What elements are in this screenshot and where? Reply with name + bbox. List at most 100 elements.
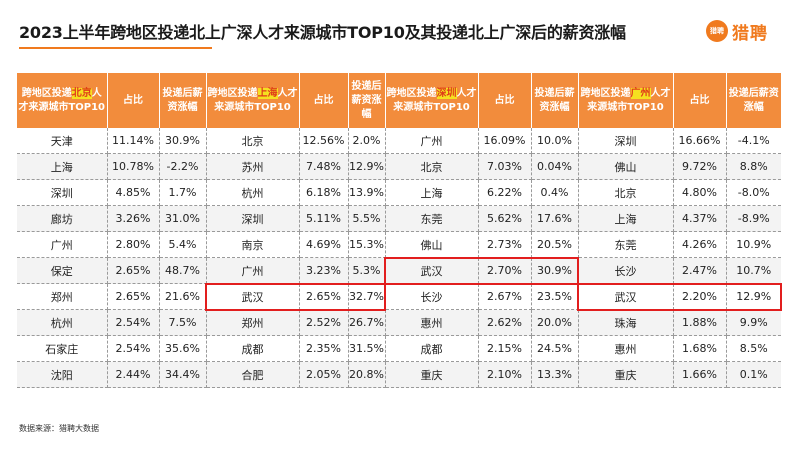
cell-raise: 30.9% [159,128,207,154]
highlight-box [384,256,579,285]
cell-share: 2.54% [107,309,160,336]
cell-share: 12.56% [299,128,349,154]
cell-share: 2.52% [299,309,349,336]
header-suffix: 人才来源城市TOP10 [393,87,477,113]
header-share-0: 占比 [107,73,160,128]
cell-raise: -4.1% [726,128,781,154]
header-suffix: 人才来源城市TOP10 [18,87,106,113]
cell-share: 10.78% [107,153,160,180]
table-row: 广州 2.80% 5.4% 南京 4.69% 15.3% 佛山 2.73% 20.5% 东莞 4.2… [17,231,781,258]
cell-share: 2.35% [299,335,349,362]
cell-raise: 10.9% [726,231,781,258]
header-prefix: 跨地区投递 [207,87,258,99]
table-row: 廊坊 3.26% 31.0% 深圳 5.11% 5.5% 东莞 5.62% 17.6% 上海 4.3… [17,205,781,232]
cell-source-city: 深圳 [17,179,108,206]
cell-share: 5.11% [299,205,349,232]
cell-share: 7.48% [299,153,349,180]
cell-share: 3.26% [107,205,160,232]
cell-raise: 26.7% [348,309,386,336]
cell-raise: 24.5% [531,335,579,362]
data-source: 数据来源：猎聘大数据 [19,424,99,433]
header-target-city: 深圳 [436,87,457,99]
page-title: 2023上半年跨地区投递北上广深人才来源城市TOP10及其投递北上广深后的薪资涨… [19,23,626,42]
cell-raise: 0.4% [531,179,579,206]
header-prefix: 跨地区投递 [21,87,72,99]
cell-source-city: 长沙 [578,257,674,284]
cell-raise: 35.6% [159,335,207,362]
cell-source-city: 东莞 [578,231,674,258]
cell-share: 2.62% [478,309,532,336]
cell-share: 1.88% [673,309,727,336]
cell-raise: 48.7% [159,257,207,284]
cell-source-city: 重庆 [385,361,479,388]
header-share-1: 占比 [299,73,349,128]
cell-share: 16.66% [673,128,727,154]
cell-share: 2.67% [478,283,532,310]
cell-raise: 23.5% [531,283,579,310]
cell-share: 2.10% [478,361,532,388]
cell-raise: 8.8% [726,153,781,180]
header-raise-2: 投递后薪资涨幅 [531,73,579,128]
liepin-logo-text: 猎聘 [732,23,768,44]
cell-source-city: 惠州 [385,309,479,336]
cell-source-city: 东莞 [385,205,479,232]
header-suffix: 人才来源城市TOP10 [214,87,298,113]
header-source-city-0: 跨地区投递北京人才来源城市TOP10 [17,73,108,128]
cell-raise: 20.5% [531,231,579,258]
cell-share: 4.85% [107,179,160,206]
cell-source-city: 天津 [17,128,108,154]
cell-share: 2.15% [478,335,532,362]
header-raise-0: 投递后薪资涨幅 [159,73,207,128]
table-row: 保定 2.65% 48.7% 广州 3.23% 5.3% 武汉 2.70% 30.9% 长沙 2.4… [17,257,781,284]
liepin-logo: 猎聘 猎聘 [706,18,768,44]
cell-raise: 5.5% [348,205,386,232]
cell-share: 2.20% [673,283,727,310]
cell-source-city: 郑州 [17,283,108,310]
cell-raise: 8.5% [726,335,781,362]
header-share-2: 占比 [478,73,532,128]
cell-source-city: 深圳 [206,205,300,232]
cell-source-city: 成都 [206,335,300,362]
cell-source-city: 武汉 [385,257,479,284]
cell-share: 2.70% [478,257,532,284]
header-prefix: 跨地区投递 [386,87,437,99]
cell-raise: 20.0% [531,309,579,336]
cell-raise: 20.8% [348,361,386,388]
cell-raise: 31.5% [348,335,386,362]
cell-raise: 13.3% [531,361,579,388]
header-raise-1: 投递后薪资涨幅 [348,73,386,128]
cell-raise: 5.3% [348,257,386,284]
cell-source-city: 郑州 [206,309,300,336]
cell-share: 4.80% [673,179,727,206]
cell-source-city: 廊坊 [17,205,108,232]
header-suffix: 人才来源城市TOP10 [587,87,671,113]
cell-source-city: 广州 [206,257,300,284]
cell-raise: 34.4% [159,361,207,388]
header-target-city: 广州 [630,87,651,99]
cell-source-city: 北京 [578,179,674,206]
highlight-box [577,282,782,311]
cell-share: 4.69% [299,231,349,258]
cell-share: 6.18% [299,179,349,206]
cell-source-city: 深圳 [578,128,674,154]
header-prefix: 跨地区投递 [580,87,631,99]
cell-source-city: 杭州 [206,179,300,206]
cell-share: 2.65% [299,283,349,310]
cell-source-city: 广州 [385,128,479,154]
table-row: 天津 11.14% 30.9% 北京 12.56% 2.0% 广州 16.09% 10.0% 深圳… [17,128,781,154]
cell-share: 3.23% [299,257,349,284]
header-share-3: 占比 [673,73,727,128]
cell-raise: 10.0% [531,128,579,154]
cell-raise: -8.9% [726,205,781,232]
header-raise-3: 投递后薪资涨幅 [726,73,781,128]
table-body: 天津 11.14% 30.9% 北京 12.56% 2.0% 广州 16.09% 10.0% 深圳… [17,128,781,388]
cell-share: 4.37% [673,205,727,232]
cell-source-city: 石家庄 [17,335,108,362]
cell-raise: 15.3% [348,231,386,258]
cell-raise: 10.7% [726,257,781,284]
cell-raise: 0.1% [726,361,781,388]
table-row: 石家庄 2.54% 35.6% 成都 2.35% 31.5% 成都 2.15% 24.5% 惠州 1… [17,335,781,362]
cell-raise: 13.9% [348,179,386,206]
header-target-city: 北京 [71,87,92,99]
cell-raise: 21.6% [159,283,207,310]
